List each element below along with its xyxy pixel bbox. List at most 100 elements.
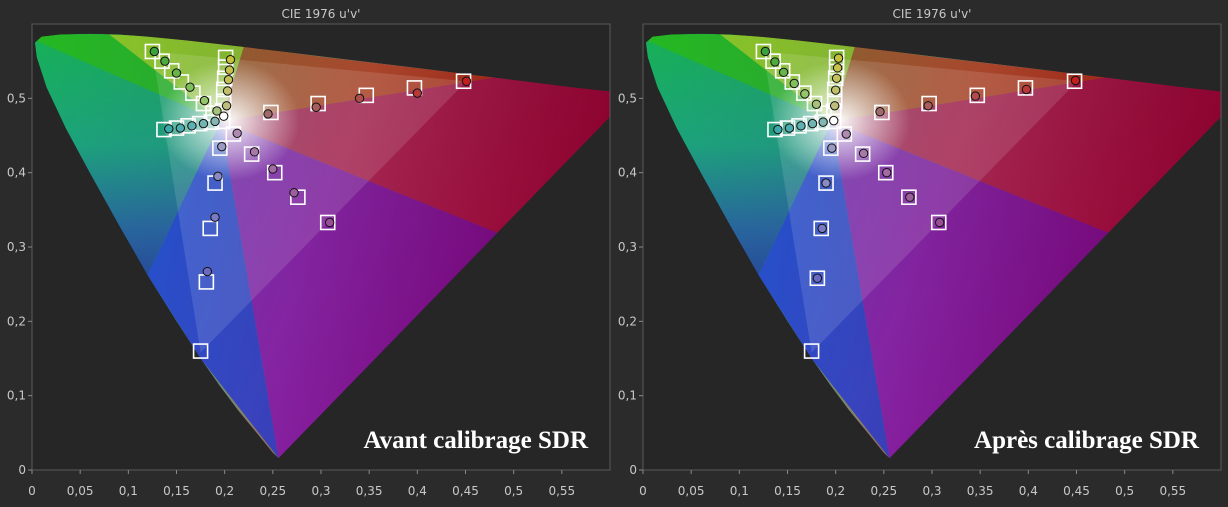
x-tick-label: 0,55 xyxy=(548,484,575,498)
target-square xyxy=(836,126,853,142)
target-square xyxy=(784,74,801,90)
calibration-caption: Après calibrage SDR xyxy=(974,427,1200,454)
x-tick-label: 0 xyxy=(28,484,36,498)
measured-point xyxy=(222,86,233,96)
measured-point xyxy=(778,67,789,78)
measured-point xyxy=(289,188,299,198)
measured-point xyxy=(833,53,844,63)
chart-title: CIE 1976 u'v' xyxy=(282,7,361,21)
target-square xyxy=(796,85,812,101)
measured-point xyxy=(1070,75,1081,86)
target-square xyxy=(173,74,190,90)
measured-point xyxy=(149,46,160,57)
measured-point xyxy=(210,212,220,222)
x-tick-label: 0 xyxy=(639,484,647,498)
target-square xyxy=(144,43,161,60)
measured-point xyxy=(970,91,981,101)
y-tick-label: 0,2 xyxy=(7,314,26,328)
x-tick-label: 0,4 xyxy=(408,484,427,498)
measured-point xyxy=(212,106,222,116)
cie-panel-2: CIE 1976 u'v' 0 0,05 0,1 0,15 0,2 0,25 0,3 0,35 0… xyxy=(618,7,1222,498)
target-square xyxy=(319,214,336,231)
target-square xyxy=(755,43,772,60)
measured-point xyxy=(831,73,842,83)
measured-point xyxy=(198,118,209,129)
measured-point xyxy=(175,123,186,133)
x-tick-label: 0,15 xyxy=(163,484,190,498)
measured-point xyxy=(232,128,242,138)
target-square xyxy=(765,53,781,69)
y-tick-label: 0,2 xyxy=(618,314,637,328)
y-tick-label: 0 xyxy=(18,463,26,477)
measured-point xyxy=(187,121,197,131)
cie-panel-1: CIE 1976 u'v' 0 0,05 0,1 0,15 0,2 0,25 0,3 0,35 0… xyxy=(7,7,611,498)
x-tick-label: 0,2 xyxy=(826,484,845,498)
x-tick-label: 0,35 xyxy=(967,484,994,498)
x-tick-label: 0,25 xyxy=(870,484,897,498)
target-square xyxy=(806,95,823,112)
y-tick-label: 0,3 xyxy=(7,240,26,254)
measured-point xyxy=(812,273,823,283)
outside-locus xyxy=(643,24,1221,470)
measured-point xyxy=(875,107,885,117)
calibration-caption: Avant calibrage SDR xyxy=(363,427,588,454)
measured-point xyxy=(807,118,818,129)
y-tick-label: 0,5 xyxy=(7,91,26,105)
measured-point xyxy=(935,217,945,228)
measured-point xyxy=(354,93,365,104)
measured-point xyxy=(858,148,869,159)
measured-point xyxy=(185,82,195,92)
measured-point xyxy=(213,171,223,182)
measured-point xyxy=(223,75,234,85)
y-tick-label: 0,5 xyxy=(618,91,637,105)
measured-point xyxy=(830,85,841,95)
measured-point xyxy=(818,117,828,127)
target-square xyxy=(877,164,894,181)
measured-point xyxy=(164,124,174,134)
measured-point xyxy=(829,115,839,126)
target-square xyxy=(1066,73,1083,90)
target-square xyxy=(818,175,834,191)
measured-point xyxy=(796,121,806,131)
outside-locus xyxy=(32,24,610,470)
measured-point xyxy=(923,101,933,111)
measured-point xyxy=(827,143,837,153)
measured-point xyxy=(800,89,810,99)
measured-point xyxy=(784,123,795,133)
target-square xyxy=(774,63,791,79)
target-square xyxy=(202,220,219,237)
x-tick-label: 0,05 xyxy=(67,484,94,498)
measured-point xyxy=(249,147,260,157)
target-square xyxy=(854,146,871,162)
measured-point xyxy=(199,95,210,106)
x-tick-label: 0,55 xyxy=(1159,484,1186,498)
target-square xyxy=(823,140,839,156)
y-tick-label: 0,3 xyxy=(618,240,637,254)
x-tick-label: 0,25 xyxy=(259,484,286,498)
target-square xyxy=(930,214,947,231)
x-tick-label: 0,35 xyxy=(356,484,383,498)
x-tick-label: 0,5 xyxy=(504,484,523,498)
y-tick-label: 0 xyxy=(629,463,637,477)
target-square xyxy=(901,189,917,205)
measured-point xyxy=(1021,84,1032,95)
y-tick-label: 0,4 xyxy=(618,166,637,180)
target-square xyxy=(921,95,937,112)
x-tick-label: 0,3 xyxy=(311,484,330,498)
measured-point xyxy=(461,76,472,86)
measured-point xyxy=(821,178,831,188)
measured-point xyxy=(221,101,232,111)
target-square xyxy=(874,104,890,121)
measured-point xyxy=(832,63,843,73)
measured-point xyxy=(171,68,182,78)
target-square xyxy=(1017,80,1034,96)
measured-point xyxy=(202,266,213,277)
x-tick-label: 0,1 xyxy=(730,484,749,498)
measured-point xyxy=(841,129,851,139)
measured-point xyxy=(770,57,780,67)
x-tick-label: 0,45 xyxy=(1063,484,1090,498)
measured-point xyxy=(224,65,235,75)
target-square xyxy=(813,220,830,237)
target-square xyxy=(803,343,820,359)
